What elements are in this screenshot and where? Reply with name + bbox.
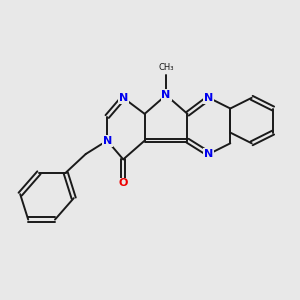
Text: CH₃: CH₃ [158,63,174,72]
Text: N: N [204,93,214,103]
Text: N: N [118,93,128,103]
Text: N: N [103,136,112,146]
Text: O: O [118,178,128,188]
Text: N: N [204,149,214,159]
Text: N: N [161,90,171,100]
